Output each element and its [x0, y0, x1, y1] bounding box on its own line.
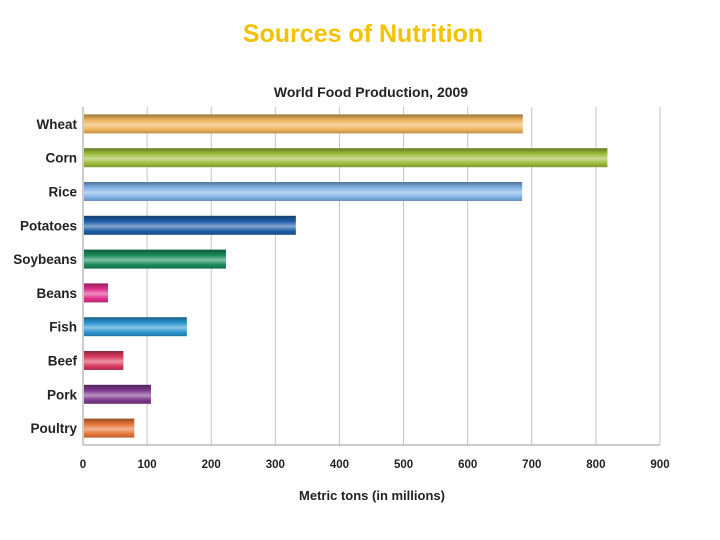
bar-wheat: [84, 114, 523, 134]
category-label-pork: Pork: [47, 387, 78, 402]
category-label-soybeans: Soybeans: [13, 252, 77, 267]
x-tick-labels: 0 100 200 300 400 500 600 700 800 900: [80, 459, 670, 471]
category-label-wheat: Wheat: [37, 117, 78, 132]
bar-pork: [84, 384, 151, 404]
bar-potatoes: [84, 215, 296, 235]
category-label-fish: Fish: [49, 320, 77, 335]
x-tick-label: 500: [394, 459, 413, 471]
x-tick-label: 400: [330, 459, 349, 471]
bar-poultry: [84, 418, 135, 438]
bars: [84, 114, 608, 438]
bar-fish: [84, 317, 187, 337]
category-label-rice: Rice: [48, 185, 77, 200]
slide-title: Sources of Nutrition: [242, 20, 484, 48]
category-labels: Wheat Corn Rice Potatoes Soybeans Beans Fish Be…: [13, 117, 77, 436]
category-label-beef: Beef: [48, 354, 78, 369]
bar-beef: [84, 351, 124, 370]
x-tick-label: 800: [586, 459, 605, 471]
x-tick-label: 700: [522, 459, 541, 471]
category-label-beans: Beans: [36, 286, 77, 301]
category-label-potatoes: Potatoes: [20, 218, 77, 233]
x-tick-label: 900: [650, 459, 669, 471]
x-tick-label: 200: [202, 459, 221, 471]
bar-soybeans: [84, 249, 226, 269]
bar-beans: [84, 283, 109, 303]
x-tick-label: 600: [458, 459, 477, 471]
chart-title: World Food Production, 2009: [274, 84, 468, 100]
x-tick-label: 0: [80, 459, 86, 471]
x-tick-label: 100: [138, 459, 157, 471]
category-label-poultry: Poultry: [30, 421, 77, 436]
bar-rice: [84, 182, 523, 201]
category-label-corn: Corn: [46, 151, 78, 166]
x-axis-label: Metric tons (in millions): [299, 488, 445, 503]
bar-corn: [84, 148, 608, 168]
x-tick-label: 300: [266, 459, 285, 471]
